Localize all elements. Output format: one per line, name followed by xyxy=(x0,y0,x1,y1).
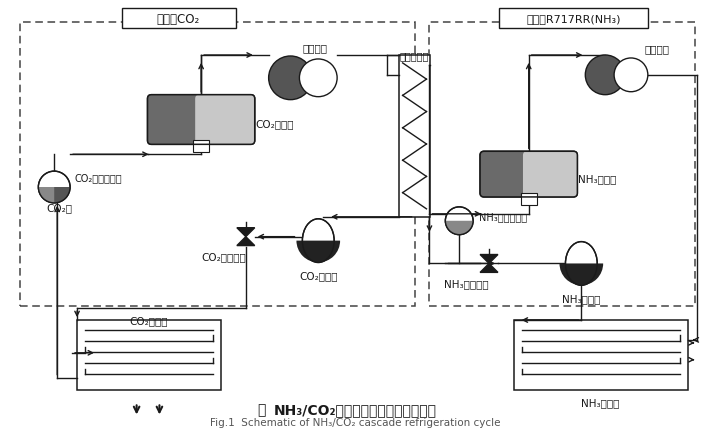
Circle shape xyxy=(585,56,625,95)
Circle shape xyxy=(38,172,70,203)
Bar xyxy=(193,141,209,153)
Text: 冷凝蛇发器: 冷凝蛇发器 xyxy=(400,51,430,61)
Wedge shape xyxy=(38,187,70,203)
Text: NH₃/CO₂复叠式制冷循环流程示意图: NH₃/CO₂复叠式制冷循环流程示意图 xyxy=(273,402,437,416)
Polygon shape xyxy=(480,264,498,273)
FancyBboxPatch shape xyxy=(523,152,577,197)
Ellipse shape xyxy=(565,242,597,286)
Bar xyxy=(514,320,687,390)
Bar xyxy=(121,9,236,29)
Bar xyxy=(399,56,430,217)
Bar xyxy=(430,23,696,307)
FancyBboxPatch shape xyxy=(480,152,577,197)
Bar xyxy=(499,9,648,29)
Text: NH₃气液分离器: NH₃气液分离器 xyxy=(479,211,528,221)
Circle shape xyxy=(300,60,337,98)
Wedge shape xyxy=(297,241,340,263)
FancyBboxPatch shape xyxy=(148,95,203,145)
Text: CO₂节流原件: CO₂节流原件 xyxy=(201,252,246,262)
Wedge shape xyxy=(54,187,70,203)
FancyBboxPatch shape xyxy=(148,95,255,145)
Ellipse shape xyxy=(302,219,334,263)
Polygon shape xyxy=(237,237,255,246)
Bar xyxy=(21,23,415,307)
Text: NH₃冷凝器: NH₃冷凝器 xyxy=(581,397,620,408)
Text: CO₂气液分离器: CO₂气液分离器 xyxy=(74,173,121,183)
Text: CO₂贮液器: CO₂贮液器 xyxy=(299,271,337,281)
Text: Fig.1  Schematic of NH₃/CO₂ cascade refrigeration cycle: Fig.1 Schematic of NH₃/CO₂ cascade refri… xyxy=(209,417,501,427)
Bar xyxy=(520,194,537,206)
Text: 油分离器: 油分离器 xyxy=(645,44,670,54)
Text: NH₃节流原件: NH₃节流原件 xyxy=(444,279,489,289)
Polygon shape xyxy=(480,255,498,264)
Text: 油分离器: 油分离器 xyxy=(302,43,328,53)
Circle shape xyxy=(614,59,648,92)
Text: 低温级CO₂: 低温级CO₂ xyxy=(157,13,200,26)
Text: NH₃压缩机: NH₃压缩机 xyxy=(579,174,617,184)
Text: 高温级R717RR(NH₃): 高温级R717RR(NH₃) xyxy=(526,14,621,24)
Text: CO₂蛇发器: CO₂蛇发器 xyxy=(130,315,168,326)
Circle shape xyxy=(268,57,312,101)
Bar xyxy=(77,320,221,390)
Text: NH₃贮液器: NH₃贮液器 xyxy=(562,294,601,304)
Text: 图: 图 xyxy=(257,402,266,416)
Circle shape xyxy=(445,207,473,235)
Text: CO₂泵: CO₂泵 xyxy=(46,203,72,212)
FancyBboxPatch shape xyxy=(195,95,255,145)
Wedge shape xyxy=(445,221,473,235)
Polygon shape xyxy=(237,228,255,237)
Wedge shape xyxy=(559,264,604,286)
FancyBboxPatch shape xyxy=(480,152,531,197)
Text: CO₂压缩机: CO₂压缩机 xyxy=(256,119,294,129)
